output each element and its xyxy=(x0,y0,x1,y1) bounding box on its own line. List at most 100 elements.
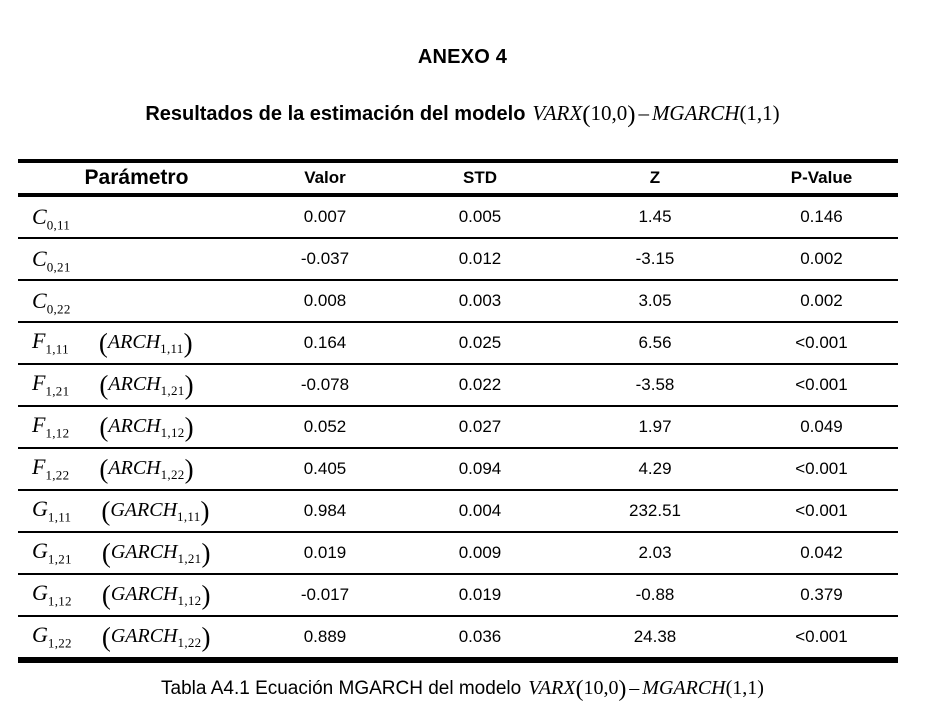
std-cell: 0.027 xyxy=(458,417,502,436)
std-cell: 0.005 xyxy=(458,207,502,226)
pvalue-cell: 0.379 xyxy=(800,585,843,604)
open-paren-icon: ( xyxy=(99,369,109,400)
std-cell: 0.009 xyxy=(458,543,502,562)
param-cell: F1,12 (ARCH1,12) xyxy=(18,406,255,448)
table-row: C0,11 0.007 0.005 1.45 0.146 xyxy=(18,195,898,238)
z-cell: 1.45 xyxy=(638,207,672,226)
param-cell: G1,21 (GARCH1,21) xyxy=(18,532,255,574)
param-subscript: 1,11 xyxy=(45,340,69,356)
z-cell: -0.88 xyxy=(635,585,675,604)
paren-symbol: GARCH xyxy=(110,540,178,563)
valor-cell: -0.037 xyxy=(300,249,350,268)
close-paren-icon: ) xyxy=(201,537,211,568)
pvalue-cell: 0.042 xyxy=(800,543,843,562)
param-cell: G1,11 (GARCH1,11) xyxy=(18,490,255,532)
model-formula: VARX(10,0) – MGARCH(1,1) xyxy=(528,676,764,702)
open-paren-icon: ( xyxy=(582,101,591,128)
open-paren-icon: ( xyxy=(101,621,111,652)
close-paren-icon: ) xyxy=(183,327,193,358)
param-symbol: G xyxy=(32,621,48,647)
column-header-std: STD xyxy=(463,168,497,187)
param-subscript: 1,21 xyxy=(47,550,72,566)
valor-cell: 0.052 xyxy=(303,417,347,436)
param-symbol: C xyxy=(32,288,47,313)
param-symbol: F xyxy=(32,327,46,353)
page-title: ANEXO 4 xyxy=(417,46,508,68)
open-paren-icon: ( xyxy=(101,579,111,610)
valor-cell: 0.164 xyxy=(303,333,347,352)
z-cell: 3.05 xyxy=(638,291,672,310)
valor-cell: 0.405 xyxy=(303,459,347,478)
paren-subscript: 1,12 xyxy=(177,592,202,608)
pvalue-cell: <0.001 xyxy=(795,501,848,520)
formula-fn1: VARX xyxy=(532,101,583,125)
valor-cell: -0.078 xyxy=(300,375,350,394)
param-paren-group: (ARCH1,22) xyxy=(99,454,193,484)
paren-subscript: 1,22 xyxy=(177,634,202,650)
open-paren-icon: ( xyxy=(101,537,111,568)
formula-args2: (1,1) xyxy=(725,677,764,699)
pvalue-cell: <0.001 xyxy=(795,375,848,394)
param-paren-group: (GARCH1,21) xyxy=(102,538,211,568)
pvalue-cell: <0.001 xyxy=(795,627,848,646)
param-paren-group: (GARCH1,11) xyxy=(101,496,209,526)
valor-cell: 0.889 xyxy=(303,627,347,646)
paren-symbol: GARCH xyxy=(110,624,178,647)
table-row: G1,22 (GARCH1,22) 0.889 0.036 24.38 <0.00… xyxy=(18,616,898,660)
param-paren-group: (GARCH1,22) xyxy=(102,622,211,652)
z-cell: 1.97 xyxy=(638,417,672,436)
z-cell: -3.15 xyxy=(635,249,675,268)
close-paren-icon: ) xyxy=(201,621,211,652)
std-cell: 0.012 xyxy=(458,249,502,268)
z-cell: 24.38 xyxy=(633,627,677,646)
std-cell: 0.022 xyxy=(458,375,502,394)
param-cell: C0,22 xyxy=(18,280,255,322)
valor-cell: 0.008 xyxy=(303,291,347,310)
paren-symbol: ARCH xyxy=(107,330,161,353)
open-paren-icon: ( xyxy=(98,327,108,358)
header-row: Parámetro Valor STD Z P-Value xyxy=(18,161,898,195)
param-symbol: G xyxy=(32,579,48,605)
z-cell: 6.56 xyxy=(638,333,672,352)
close-paren-icon: ) xyxy=(618,676,627,702)
table-row: F1,12 (ARCH1,12) 0.052 0.027 1.97 0.049 xyxy=(18,406,898,448)
table-row: F1,22 (ARCH1,22) 0.405 0.094 4.29 <0.001 xyxy=(18,448,898,490)
formula-dash: – xyxy=(638,101,649,125)
std-cell: 0.004 xyxy=(458,501,502,520)
param-symbol: C xyxy=(32,246,47,271)
column-header-valor: Valor xyxy=(304,168,346,187)
pvalue-cell: <0.001 xyxy=(795,333,848,352)
open-paren-icon: ( xyxy=(575,676,584,702)
valor-cell: 0.007 xyxy=(303,207,347,226)
param-paren-group: (ARCH1,11) xyxy=(99,328,193,358)
param-subscript: 0,22 xyxy=(46,301,71,317)
close-paren-icon: ) xyxy=(201,579,211,610)
param-cell: C0,11 xyxy=(18,195,255,238)
open-paren-icon: ( xyxy=(101,495,111,526)
paren-symbol: ARCH xyxy=(108,372,161,395)
param-paren-group: (ARCH1,21) xyxy=(99,370,193,400)
param-cell: C0,21 xyxy=(18,238,255,280)
pvalue-cell: 0.002 xyxy=(800,291,843,310)
table-row: F1,11 (ARCH1,11) 0.164 0.025 6.56 <0.001 xyxy=(18,322,898,364)
param-subscript: 0,11 xyxy=(46,217,71,233)
z-cell: -3.58 xyxy=(635,375,675,394)
close-paren-icon: ) xyxy=(627,101,636,128)
paren-subscript: 1,11 xyxy=(177,508,201,524)
param-cell: F1,22 (ARCH1,22) xyxy=(18,448,255,490)
param-symbol: C xyxy=(32,204,47,229)
std-cell: 0.003 xyxy=(458,291,502,310)
formula-fn2: MGARCH xyxy=(642,677,726,699)
param-subscript: 1,21 xyxy=(45,382,70,398)
close-paren-icon: ) xyxy=(184,369,194,400)
formula-args1: 10,0 xyxy=(590,101,628,125)
open-paren-icon: ( xyxy=(99,411,109,442)
paren-symbol: ARCH xyxy=(108,456,161,479)
pvalue-cell: 0.049 xyxy=(800,417,843,436)
param-cell: G1,12 (GARCH1,12) xyxy=(18,574,255,616)
param-symbol: F xyxy=(32,411,46,437)
table-caption: Tabla A4.1 Ecuación MGARCH del modelo VAR… xyxy=(0,676,925,703)
close-paren-icon: ) xyxy=(184,453,194,484)
table-row: G1,12 (GARCH1,12) -0.017 0.019 -0.88 0.37… xyxy=(18,574,898,616)
